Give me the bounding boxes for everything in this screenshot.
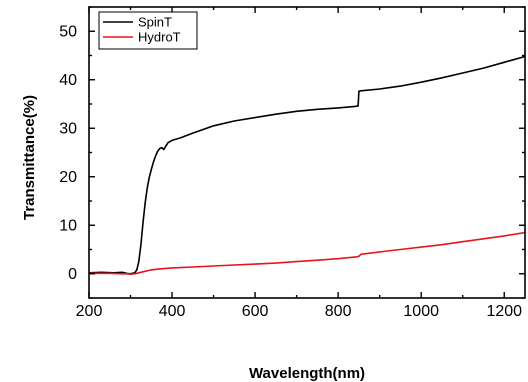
x-tick-label: 200 <box>76 303 103 320</box>
x-tick-label: 1000 <box>403 303 439 320</box>
legend-label-hydrot: HydroT <box>138 30 181 45</box>
x-axis-title: Wavelength(nm) <box>249 365 365 382</box>
tick-labels: 200 400 600 800 1000 1200 0 10 20 30 40 50 <box>59 23 522 320</box>
series-line-spint <box>88 55 526 275</box>
y-tick-label: 40 <box>59 72 77 89</box>
axis-ticks <box>88 6 525 299</box>
legend: SpinT HydroT <box>98 11 198 50</box>
plot-lines <box>88 55 526 276</box>
y-tick-label: 0 <box>68 266 77 283</box>
y-axis-title: Transmittance(%) <box>21 95 38 220</box>
y-tick-label: 50 <box>59 23 77 40</box>
x-tick-label: 1200 <box>486 303 522 320</box>
x-tick-label: 800 <box>325 303 352 320</box>
legend-box <box>98 11 198 50</box>
y-tick-label: 10 <box>59 217 77 234</box>
legend-label-spint: SpinT <box>138 15 172 30</box>
y-tick-label: 30 <box>59 120 77 137</box>
y-tick-label: 20 <box>59 169 77 186</box>
x-tick-label: 600 <box>242 303 269 320</box>
series-line-hydrot <box>89 231 526 276</box>
plot-frame <box>88 6 526 299</box>
x-tick-label: 400 <box>159 303 186 320</box>
